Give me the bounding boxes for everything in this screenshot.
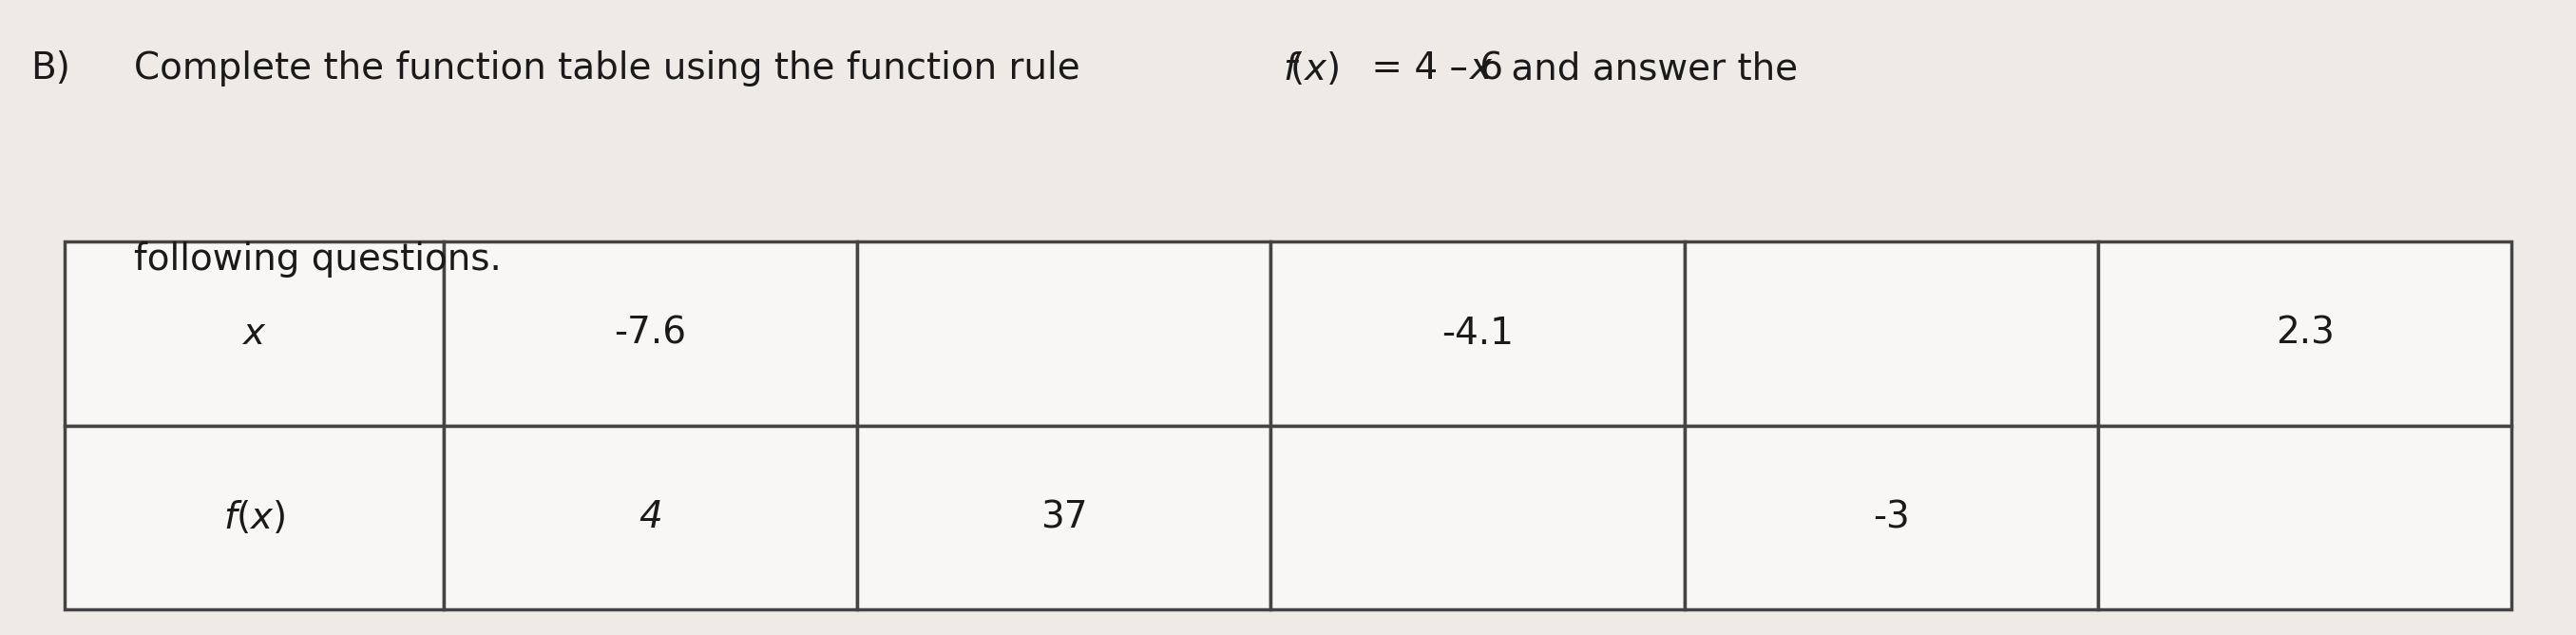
Bar [858, 425, 1270, 610]
Text: following questions.: following questions. [134, 241, 502, 277]
Text: Complete the function table using the function rule: Complete the function table using the fu… [134, 51, 1092, 87]
Bar [858, 241, 1270, 425]
Text: -7.6: -7.6 [613, 316, 688, 351]
Text: 4: 4 [639, 500, 662, 535]
Text: 37: 37 [1041, 500, 1087, 535]
Bar [1685, 425, 2097, 610]
Text: -3: -3 [1873, 500, 1909, 535]
Text: $f(x)$: $f(x)$ [224, 499, 286, 536]
Text: 2.3: 2.3 [2275, 316, 2334, 351]
Text: = 4 – 6: = 4 – 6 [1360, 51, 1504, 87]
Bar [443, 425, 858, 610]
Bar [2097, 425, 2512, 610]
Text: B): B) [31, 51, 70, 87]
Text: $x$: $x$ [242, 316, 265, 351]
Text: $x$: $x$ [1468, 51, 1494, 87]
Bar [64, 241, 443, 425]
Bar [64, 425, 443, 610]
Bar [2097, 241, 2512, 425]
Bar [1270, 241, 1685, 425]
Bar [443, 241, 858, 425]
Bar [1270, 425, 1685, 610]
Text: -4.1: -4.1 [1443, 316, 1515, 351]
Text: and answer the: and answer the [1499, 51, 1798, 87]
Text: $f\!\left(x\right)$: $f\!\left(x\right)$ [1283, 51, 1340, 88]
Bar [1685, 241, 2097, 425]
